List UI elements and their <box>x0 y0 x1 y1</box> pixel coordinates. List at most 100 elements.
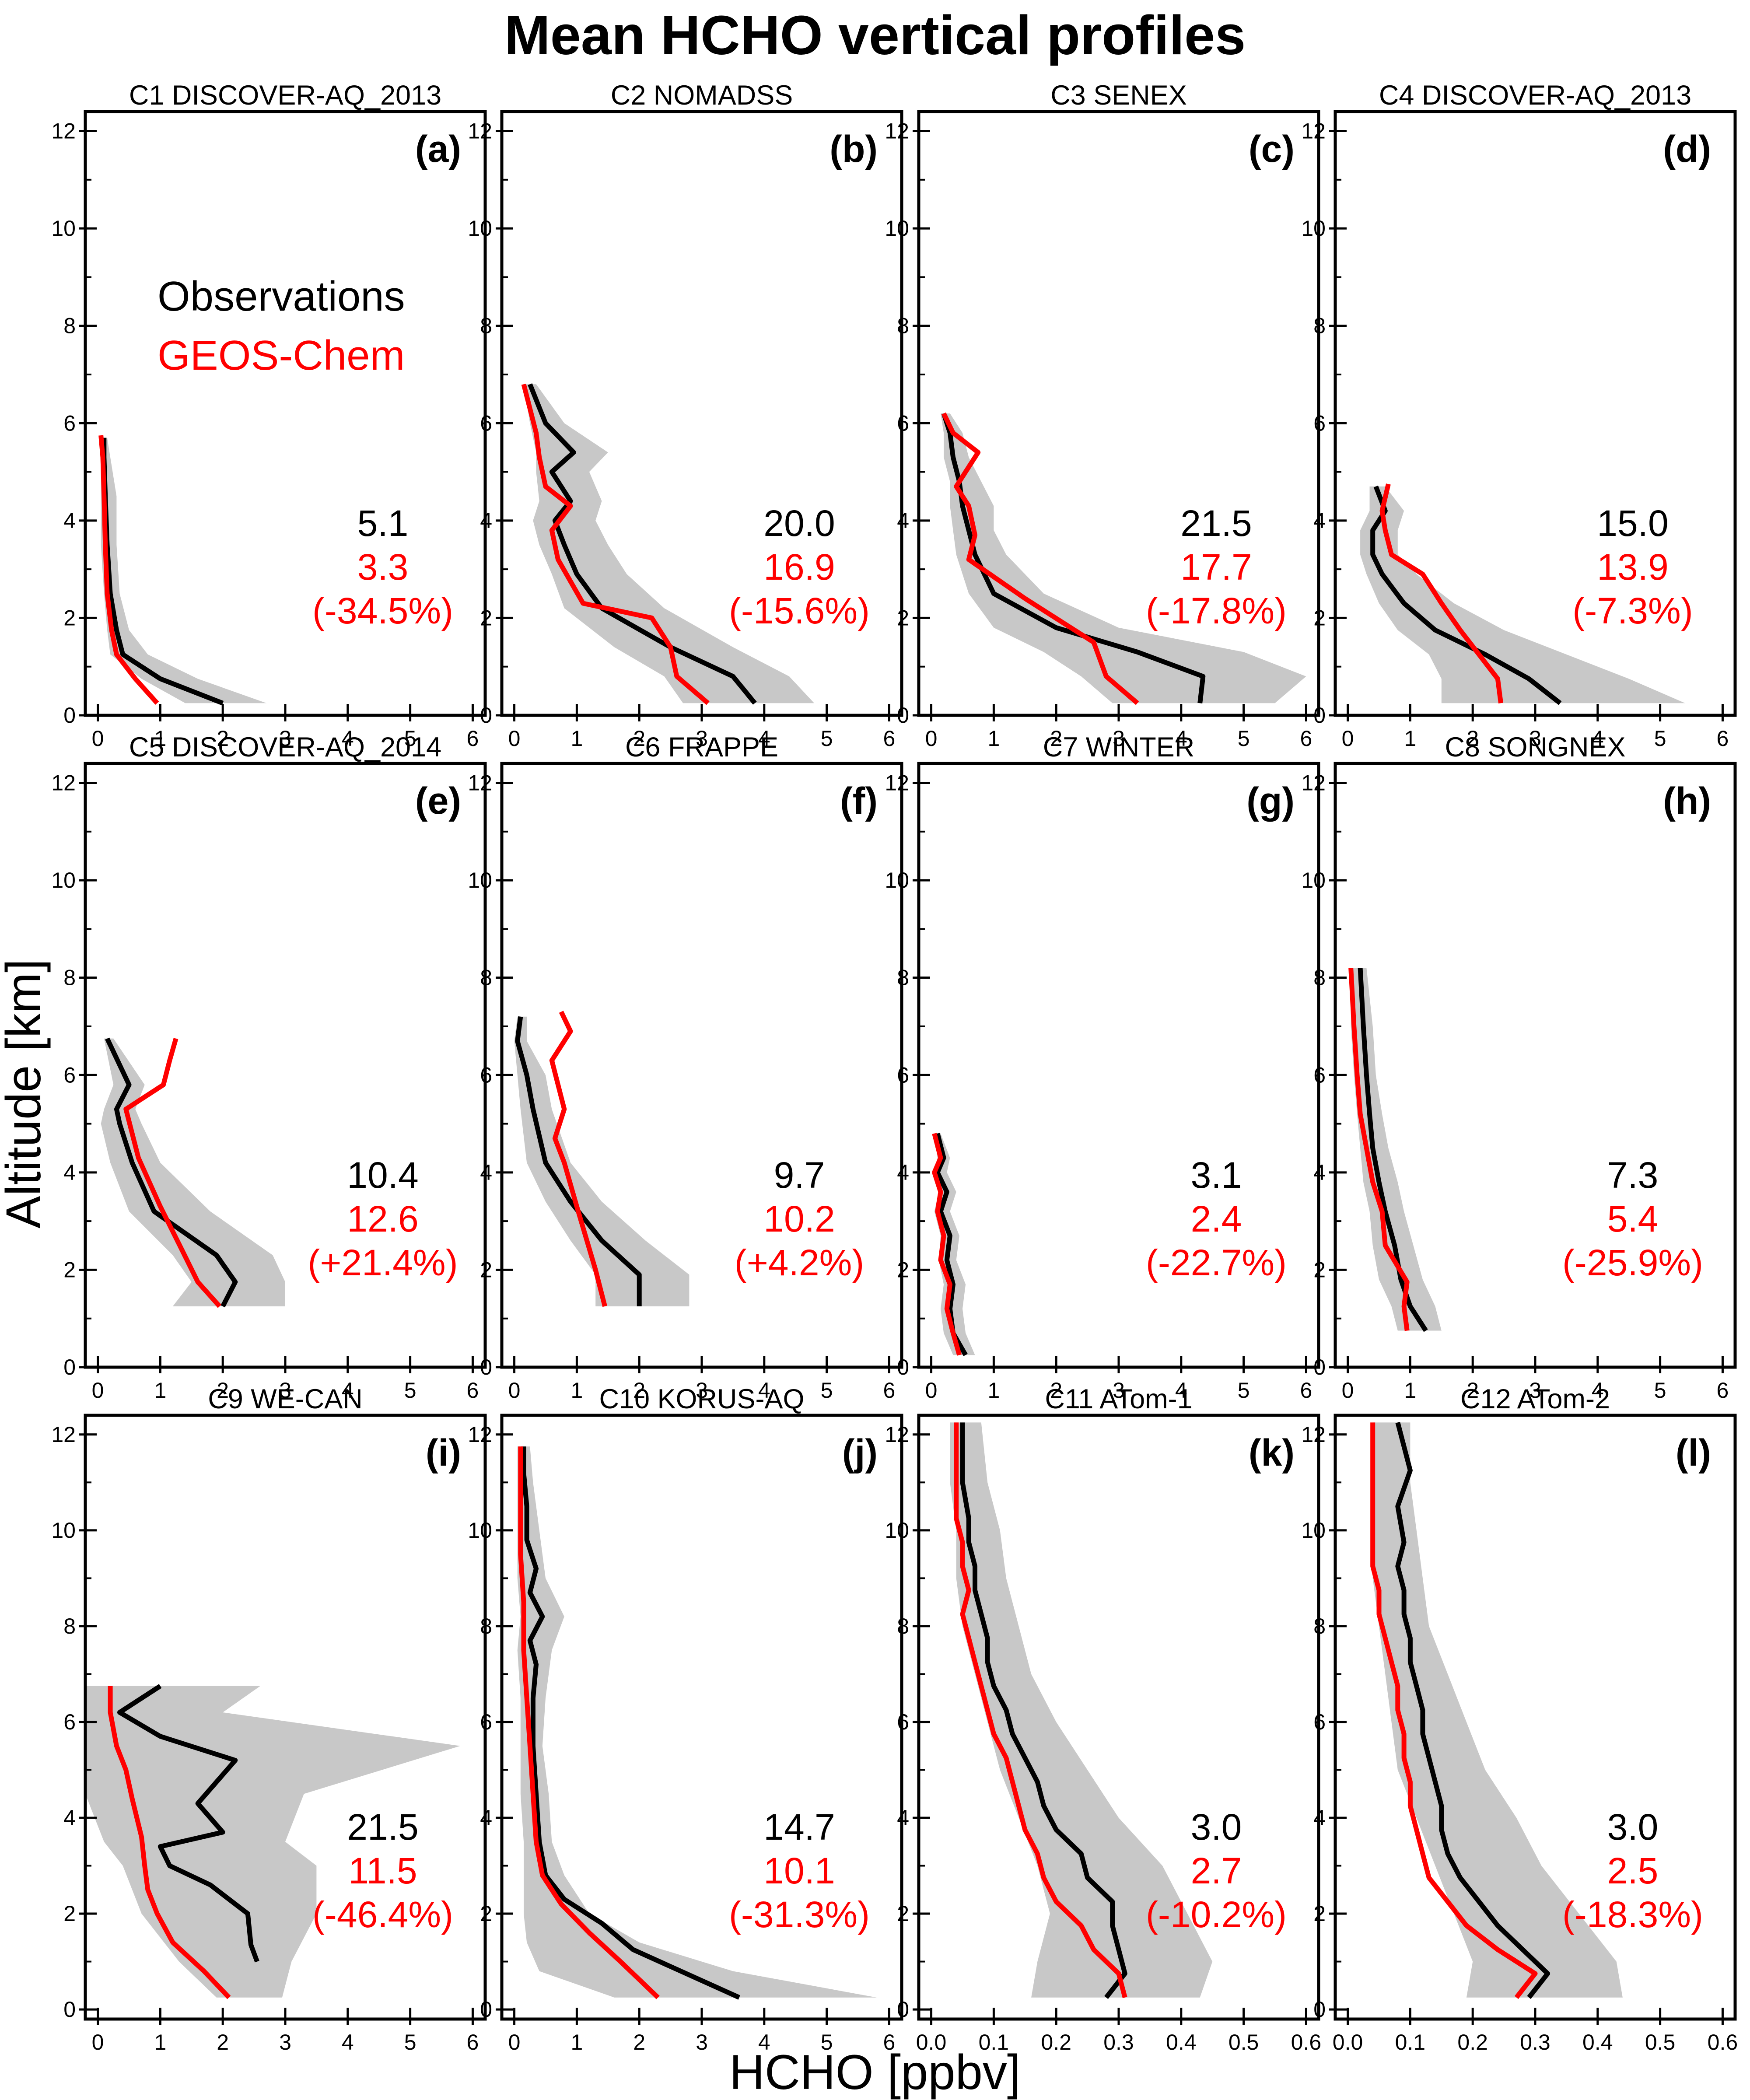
y-tick-label: 4 <box>480 508 492 533</box>
x-tick-label: 4 <box>342 1378 354 1403</box>
x-tick-label: 5 <box>1238 726 1250 751</box>
bias-value: (-34.5%) <box>312 590 453 631</box>
y-tick-label: 0 <box>897 703 909 728</box>
y-tick-label: 12 <box>1301 119 1326 144</box>
panel-letter: (c) <box>1249 128 1295 170</box>
model-line <box>942 412 1139 705</box>
y-tick-label: 8 <box>897 966 909 990</box>
model-line <box>518 1446 660 1999</box>
y-tick-label: 2 <box>480 1257 492 1282</box>
y-tick-label: 0 <box>1313 1997 1326 2022</box>
model-line <box>1370 1422 1538 1999</box>
y-tick-label: 12 <box>885 119 909 144</box>
spread-band <box>101 1038 285 1306</box>
x-tick-label: 6 <box>1300 1378 1312 1403</box>
x-tick-label: 2 <box>1466 1378 1479 1403</box>
bias-value: (-31.3%) <box>729 1894 870 1935</box>
model-mean-value: 13.9 <box>1597 546 1669 588</box>
panel-title: C12 ATom-2 <box>1460 1384 1610 1414</box>
obs-mean-value: 20.0 <box>763 503 835 544</box>
x-tick-label: 2 <box>1466 726 1479 751</box>
y-tick-label: 10 <box>885 1518 909 1543</box>
y-tick-label: 2 <box>1313 606 1326 630</box>
x-tick-label: 3 <box>696 1378 708 1403</box>
panel-letter: (e) <box>415 780 461 822</box>
spread-band <box>514 1016 690 1306</box>
y-tick-label: 6 <box>1313 411 1326 435</box>
y-tick-label: 2 <box>63 1257 76 1282</box>
y-tick-label: 2 <box>1313 1257 1326 1282</box>
y-tick-label: 2 <box>480 606 492 630</box>
y-tick-label: 4 <box>1313 1806 1326 1830</box>
x-tick-label: 0 <box>925 1378 938 1403</box>
model-line <box>521 383 710 705</box>
y-tick-label: 12 <box>468 1422 492 1447</box>
panel-title: C2 NOMADSS <box>611 80 793 111</box>
x-tick-label: 4 <box>1592 1378 1604 1403</box>
x-tick-label: 0.5 <box>1645 2030 1676 2054</box>
y-tick-label: 6 <box>480 411 492 435</box>
panel-title: C8 SONGNEX <box>1445 732 1625 763</box>
observations-line <box>1395 1422 1550 1999</box>
y-tick-label: 10 <box>1301 868 1326 892</box>
y-tick-label: 12 <box>51 771 76 795</box>
y-tick-label: 6 <box>1313 1063 1326 1087</box>
x-tick-label: 4 <box>1175 1378 1187 1403</box>
panel-12: 0 2 4 6 8 10 12 0.0 0.1 0.2 0.3 0.4 0.5 0.6 C12 ATom-2… <box>1301 1384 1738 2054</box>
x-tick-label: 1 <box>570 2030 583 2054</box>
x-tick-label: 5 <box>1238 1378 1250 1403</box>
y-tick-label: 8 <box>480 314 492 338</box>
x-tick-label: 0.0 <box>916 2030 947 2054</box>
x-tick-label: 5 <box>821 726 833 751</box>
y-tick-label: 2 <box>897 1257 909 1282</box>
x-tick-label: 0.0 <box>1333 2030 1363 2054</box>
observations-line <box>105 1037 238 1308</box>
x-tick-label: 0 <box>92 1378 104 1403</box>
model-line <box>98 435 159 705</box>
observations-line <box>521 1446 740 2000</box>
x-tick-label: 0.6 <box>1291 2030 1322 2054</box>
x-tick-label: 0 <box>92 726 104 751</box>
x-tick-label: 0.1 <box>979 2030 1009 2054</box>
spread-band <box>85 1686 460 1998</box>
y-tick-label: 0 <box>1313 703 1326 728</box>
x-tick-label: 5 <box>821 1378 833 1403</box>
bias-value: (-10.2%) <box>1146 1894 1287 1935</box>
x-tick-label: 6 <box>1717 726 1729 751</box>
x-tick-label: 4 <box>758 726 770 751</box>
y-tick-label: 0 <box>897 1355 909 1379</box>
x-tick-label: 0.2 <box>1457 2030 1488 2054</box>
y-tick-label: 6 <box>897 411 909 435</box>
spread-band <box>941 413 1306 704</box>
observations-line <box>117 1684 259 1963</box>
model-line <box>932 1133 962 1356</box>
x-axis-title: HCHO [ppbv] <box>729 2045 1021 2100</box>
y-tick-label: 2 <box>897 606 909 630</box>
observations-line <box>515 1016 642 1306</box>
x-tick-label: 5 <box>821 2030 833 2054</box>
x-tick-label: 2 <box>1050 726 1062 751</box>
model-mean-value: 5.4 <box>1607 1198 1659 1239</box>
panel-11: 0 2 4 6 8 10 12 0.0 0.1 0.2 0.3 0.4 0.5 0.6 C11 ATom-1… <box>885 1384 1321 2054</box>
obs-mean-value: 15.0 <box>1597 503 1669 544</box>
bias-value: (-17.8%) <box>1146 590 1287 631</box>
x-tick-label: 1 <box>154 726 166 751</box>
x-tick-label: 6 <box>467 726 479 751</box>
x-tick-label: 0 <box>92 2030 104 2054</box>
x-tick-label: 6 <box>467 1378 479 1403</box>
y-tick-label: 10 <box>468 1518 492 1543</box>
y-tick-label: 6 <box>1313 1710 1326 1734</box>
panel-letter: (b) <box>830 128 878 170</box>
x-tick-label: 3 <box>696 726 708 751</box>
x-tick-label: 0.6 <box>1708 2030 1738 2054</box>
y-tick-label: 10 <box>1301 216 1326 241</box>
bias-value: (-18.3%) <box>1562 1894 1703 1935</box>
panel-letter: (i) <box>426 1432 461 1474</box>
x-tick-label: 1 <box>154 2030 166 2054</box>
x-tick-label: 0.4 <box>1582 2030 1613 2054</box>
